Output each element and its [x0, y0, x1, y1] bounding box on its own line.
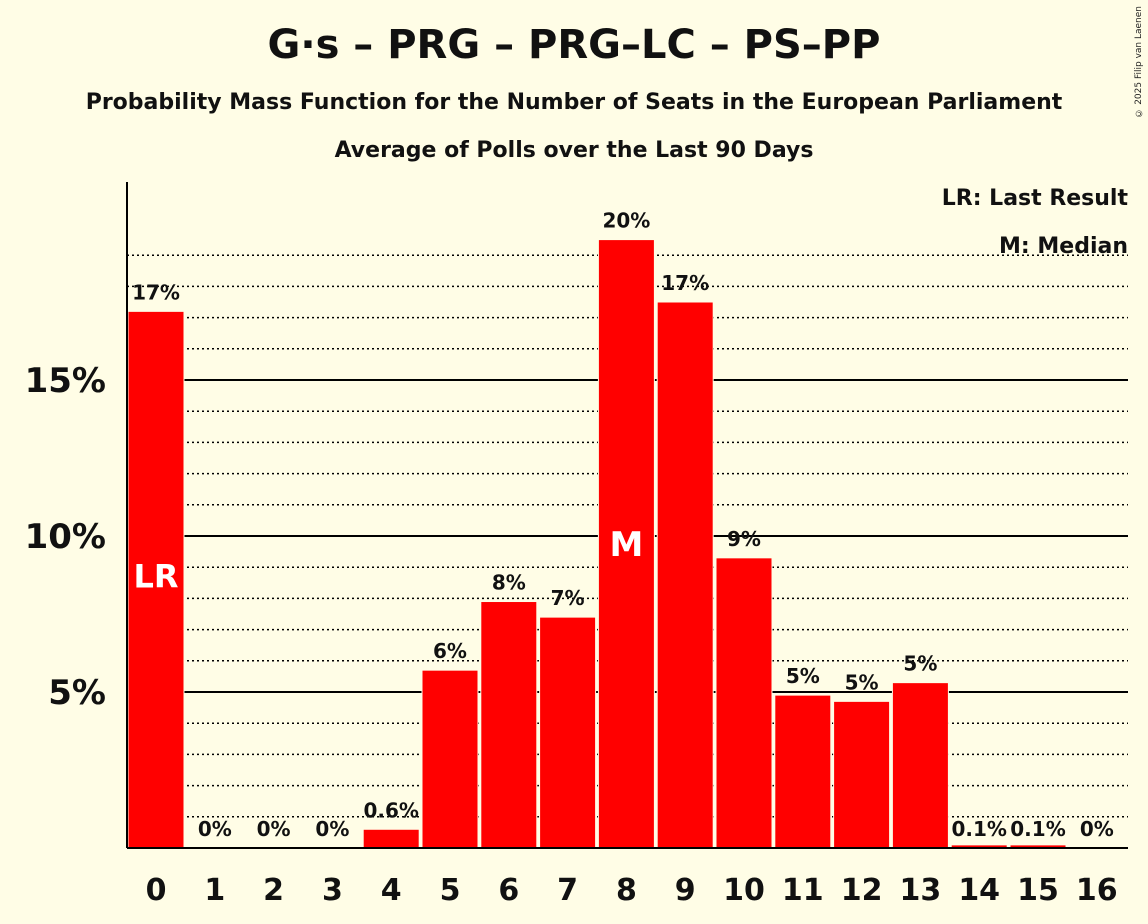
bar [656, 301, 714, 849]
x-tick-label: 0 [146, 873, 167, 908]
x-tick-label: 10 [723, 873, 765, 908]
x-tick-label: 12 [841, 873, 883, 908]
chart-subtitle-2: Average of Polls over the Last 90 Days [334, 138, 814, 163]
x-tick-label: 1 [204, 873, 225, 908]
bar [539, 616, 597, 849]
x-tick-label: 11 [782, 873, 824, 908]
data-label: 9% [727, 527, 761, 551]
y-tick-label: 10% [25, 517, 106, 557]
bar [421, 669, 479, 849]
data-label: 0% [315, 817, 349, 841]
data-label: 17% [132, 280, 180, 304]
data-label: 17% [661, 271, 709, 295]
chart-subtitle: Probability Mass Function for the Number… [85, 90, 1063, 115]
data-label: 5% [845, 670, 879, 694]
x-tick-label: 16 [1076, 873, 1118, 908]
data-label: 20% [602, 209, 650, 233]
x-tick-label: 9 [675, 873, 696, 908]
data-label: 8% [492, 571, 526, 595]
bar [891, 682, 949, 849]
last-result-marker: LR [133, 558, 178, 596]
x-tick-label: 15 [1017, 873, 1059, 908]
data-label: 0% [1080, 817, 1114, 841]
bar [480, 601, 538, 849]
x-tick-label: 3 [322, 873, 343, 908]
bar [597, 239, 655, 849]
data-label: 0% [198, 817, 232, 841]
legend-median: M: Median [999, 234, 1128, 259]
x-tick-label: 4 [381, 873, 402, 908]
data-label: 0.1% [1010, 817, 1065, 841]
x-tick-label: 8 [616, 873, 637, 908]
y-tick-label: 15% [25, 361, 106, 401]
legend-last-result: LR: Last Result [941, 186, 1128, 211]
bar [774, 694, 832, 849]
data-label: 5% [786, 664, 820, 688]
x-tick-label: 2 [263, 873, 284, 908]
x-tick-label: 6 [498, 873, 519, 908]
data-label: 5% [903, 652, 937, 676]
bar [362, 828, 420, 849]
chart-title: G·s – PRG – PRG–LC – PS–PP [267, 22, 881, 68]
y-tick-label: 5% [48, 673, 106, 713]
x-tick-label: 5 [440, 873, 461, 908]
data-label: 0.6% [363, 798, 418, 822]
data-label: 7% [551, 586, 585, 610]
bar [833, 700, 891, 849]
median-marker: M [609, 525, 643, 565]
x-tick-label: 13 [900, 873, 942, 908]
data-label: 6% [433, 639, 467, 663]
bar [127, 310, 185, 849]
data-label: 0% [257, 817, 291, 841]
x-tick-label: 7 [557, 873, 578, 908]
bar [715, 557, 773, 849]
x-tick-label: 14 [958, 873, 1000, 908]
data-label: 0.1% [951, 817, 1006, 841]
